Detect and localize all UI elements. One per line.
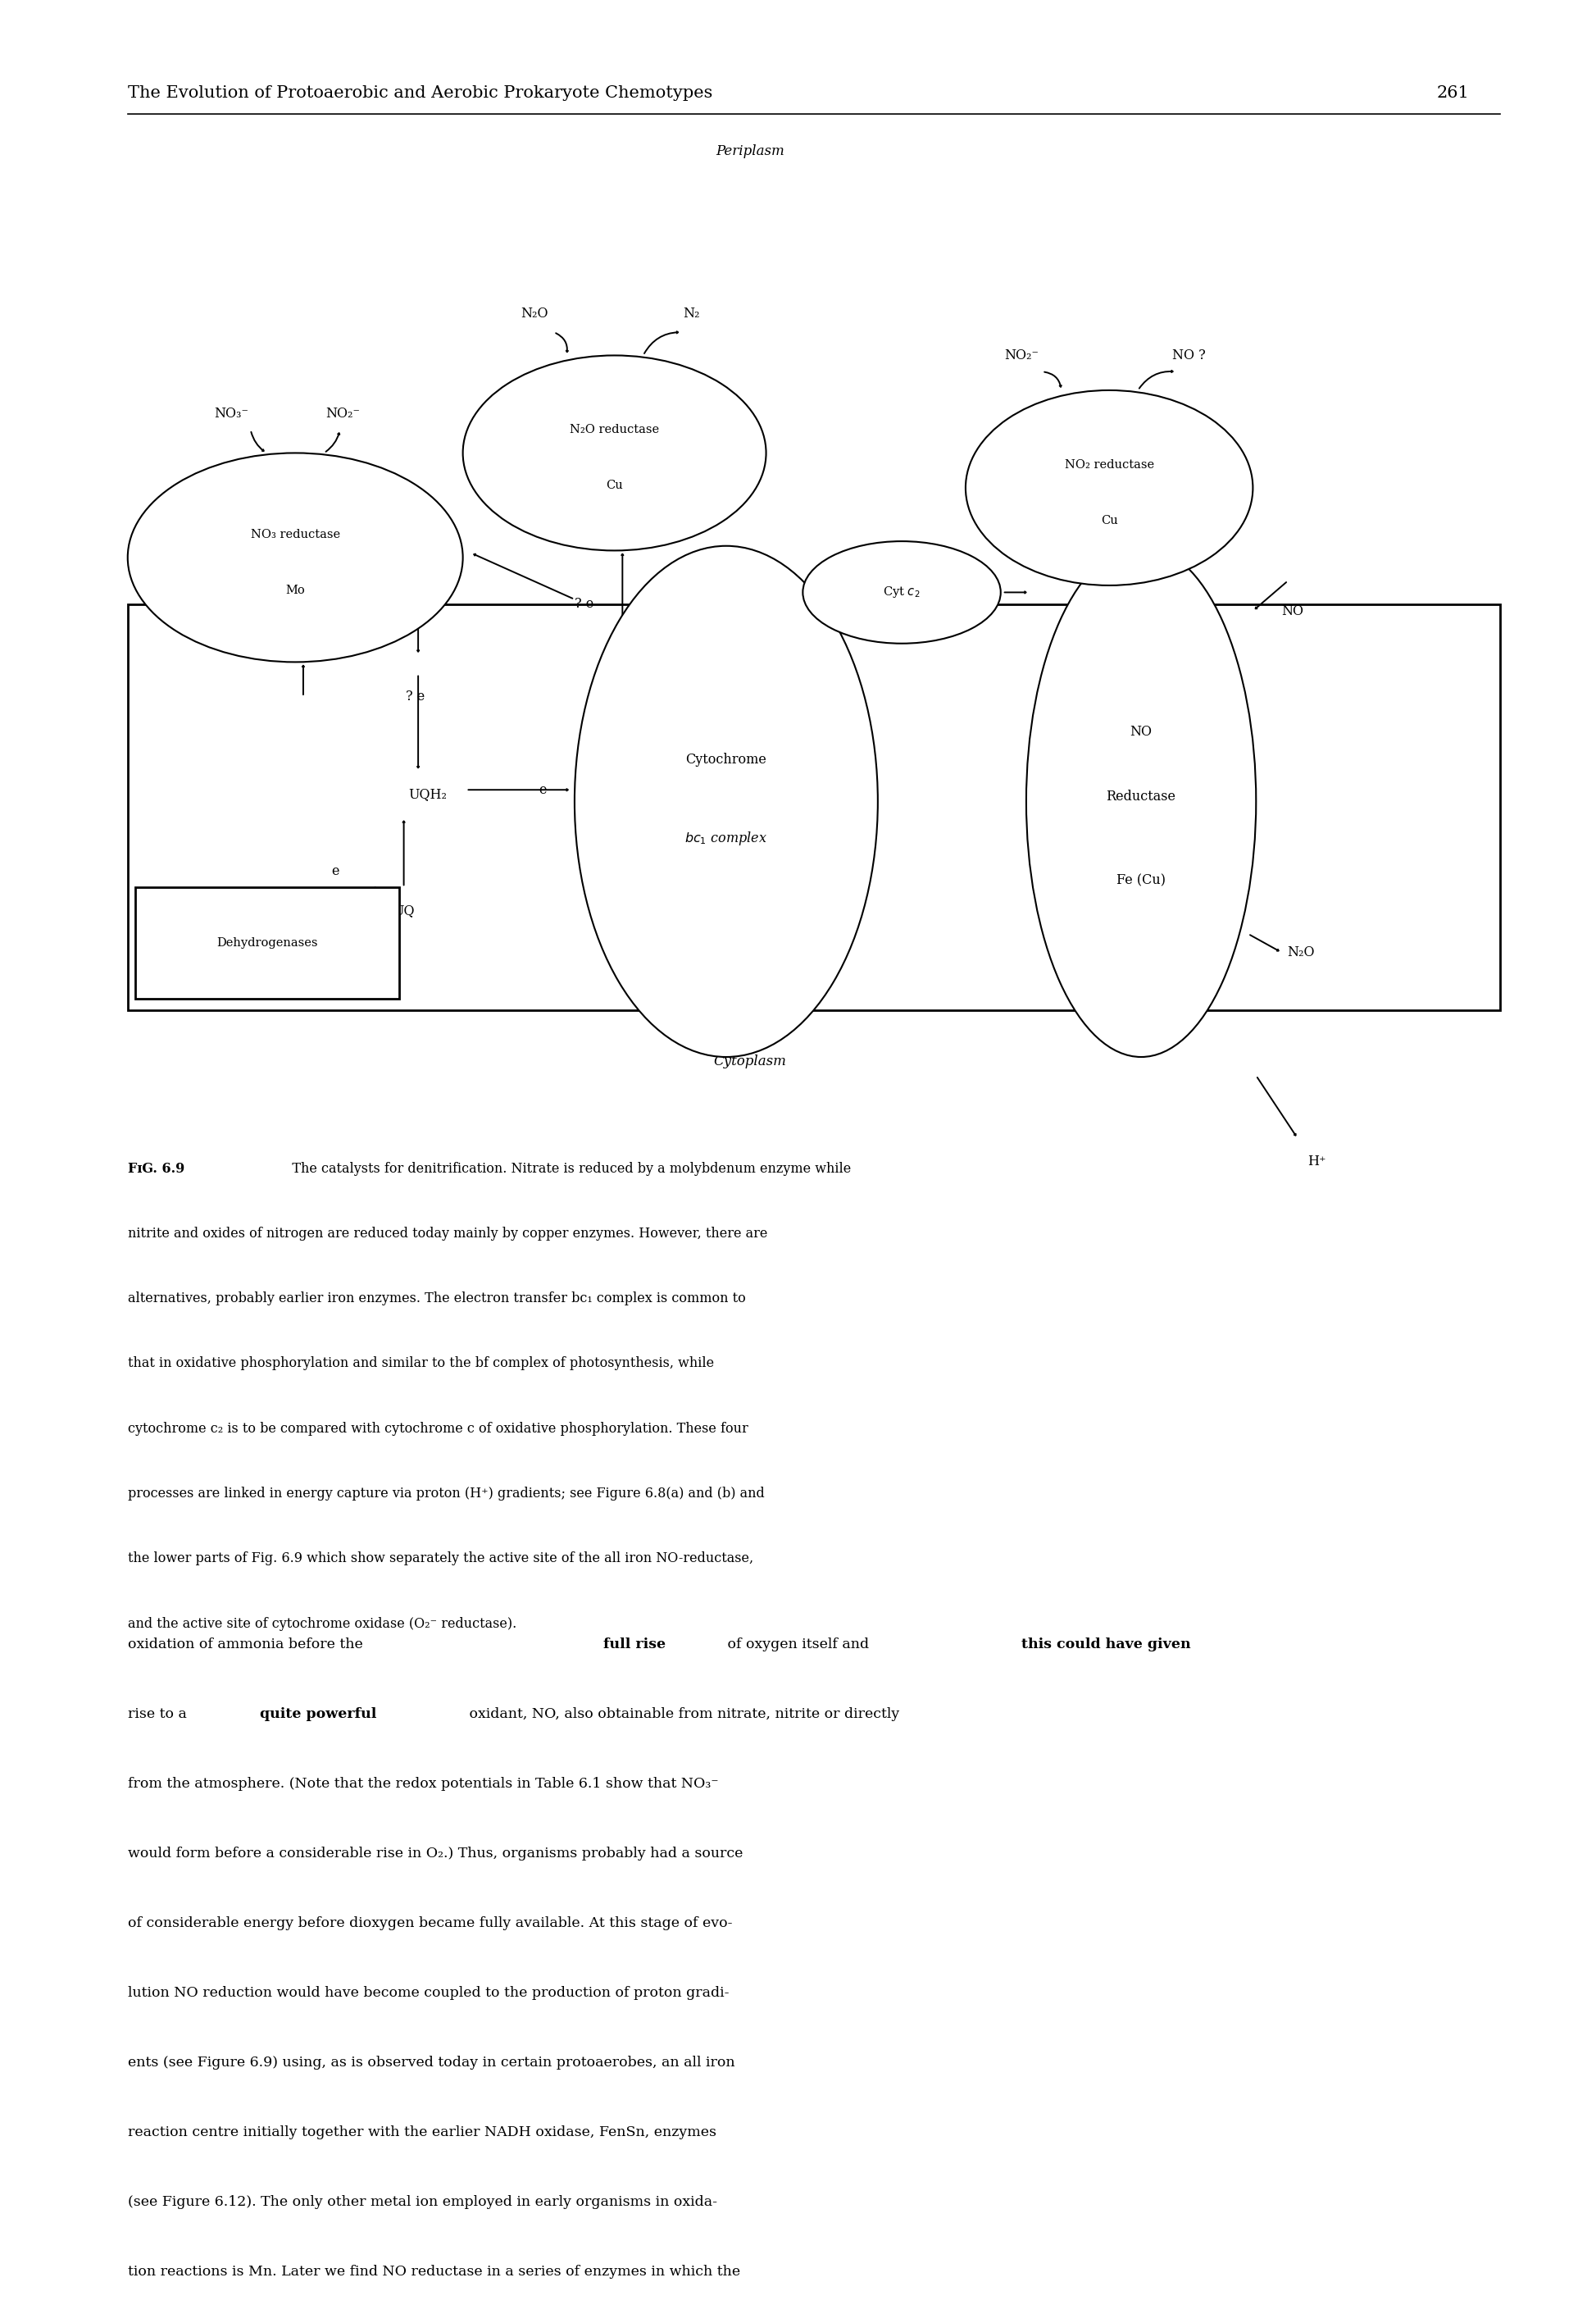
Text: 261: 261 (1436, 86, 1468, 100)
Text: NO₂⁻: NO₂⁻ (1004, 348, 1039, 362)
Bar (128, 604, 1500, 1011)
Text: Cytoplasm: Cytoplasm (713, 1055, 787, 1069)
Text: full rise: full rise (603, 1638, 666, 1652)
Text: cytochrome c₂ is to be compared with cytochrome c of oxidative phosphorylation. : cytochrome c₂ is to be compared with cyt… (128, 1422, 749, 1436)
Text: UQH₂: UQH₂ (409, 787, 447, 801)
Text: e: e (539, 783, 546, 797)
Ellipse shape (966, 390, 1253, 585)
Text: N₂: N₂ (683, 307, 699, 321)
Text: Cyt $c_2$: Cyt $c_2$ (883, 585, 921, 599)
Text: and the active site of cytochrome oxidase (O₂⁻ reductase).: and the active site of cytochrome oxidas… (128, 1617, 517, 1631)
Text: $bc_1$ complex: $bc_1$ complex (685, 829, 768, 848)
Ellipse shape (1026, 546, 1256, 1057)
Text: NO₃ reductase: NO₃ reductase (251, 530, 340, 539)
Text: from the atmosphere. (Note that the redox potentials in Table 6.1 show that NO₃⁻: from the atmosphere. (Note that the redo… (128, 1777, 718, 1791)
Text: quite powerful: quite powerful (260, 1707, 377, 1721)
Text: would form before a considerable rise in O₂.) Thus, organisms probably had a sou: would form before a considerable rise in… (128, 1847, 742, 1861)
Text: H⁺: H⁺ (1307, 1155, 1326, 1168)
Text: that in oxidative phosphorylation and similar to the bf complex of photosynthesi: that in oxidative phosphorylation and si… (128, 1357, 713, 1371)
Text: ? e: ? e (405, 690, 425, 704)
Text: Cu: Cu (606, 481, 622, 490)
Ellipse shape (128, 453, 463, 662)
Text: UQ: UQ (393, 904, 415, 918)
Text: NO: NO (1130, 725, 1152, 739)
Text: nitrite and oxides of nitrogen are reduced today mainly by copper enzymes. Howev: nitrite and oxides of nitrogen are reduc… (128, 1227, 768, 1240)
Text: Fe (Cu): Fe (Cu) (1117, 873, 1165, 887)
Text: NO₃⁻: NO₃⁻ (214, 407, 249, 420)
Text: Dehydrogenases: Dehydrogenases (217, 938, 318, 948)
Text: oxidant, NO, also obtainable from nitrate, nitrite or directly: oxidant, NO, also obtainable from nitrat… (464, 1707, 899, 1721)
Text: this could have given: this could have given (1021, 1638, 1191, 1652)
Text: The Evolution of Protoaerobic and Aerobic Prokaryote Chemotypes: The Evolution of Protoaerobic and Aerobi… (128, 86, 712, 100)
Text: (see Figure 6.12). The only other metal ion employed in early organisms in oxida: (see Figure 6.12). The only other metal … (128, 2195, 717, 2209)
Text: lution NO reduction would have become coupled to the production of proton gradi-: lution NO reduction would have become co… (128, 1986, 729, 2000)
Text: The catalysts for denitrification. Nitrate is reduced by a molybdenum enzyme whi: The catalysts for denitrification. Nitra… (279, 1162, 851, 1175)
Text: Mo: Mo (286, 585, 305, 595)
Text: NO ?: NO ? (1173, 348, 1205, 362)
Text: NO₂⁻: NO₂⁻ (326, 407, 361, 420)
Text: processes are linked in energy capture via proton (H⁺) gradients; see Figure 6.8: processes are linked in energy capture v… (128, 1487, 764, 1501)
Text: tion reactions is Mn. Later we find NO reductase in a series of enzymes in which: tion reactions is Mn. Later we find NO r… (128, 2265, 741, 2279)
Text: Periplasm: Periplasm (715, 144, 785, 158)
Text: e: e (332, 864, 338, 878)
Text: NO: NO (1282, 604, 1304, 618)
Text: ents (see Figure 6.9) using, as is observed today in certain protoaerobes, an al: ents (see Figure 6.9) using, as is obser… (128, 2056, 734, 2070)
Text: NO₂ reductase: NO₂ reductase (1065, 460, 1154, 469)
Text: of oxygen itself and: of oxygen itself and (723, 1638, 873, 1652)
Text: reaction centre initially together with the earlier NADH oxidase, FenSn, enzymes: reaction centre initially together with … (128, 2126, 717, 2139)
Text: Cytochrome: Cytochrome (686, 753, 766, 767)
Text: N₂O: N₂O (520, 307, 549, 321)
Text: FɪG. 6.9: FɪG. 6.9 (128, 1162, 185, 1175)
Bar (136, 887, 399, 999)
Text: of considerable energy before dioxygen became fully available. At this stage of : of considerable energy before dioxygen b… (128, 1916, 733, 1930)
Ellipse shape (575, 546, 878, 1057)
Ellipse shape (463, 355, 766, 551)
Ellipse shape (803, 541, 1001, 643)
Text: Reductase: Reductase (1106, 790, 1176, 804)
Text: the lower parts of Fig. 6.9 which show separately the active site of the all iro: the lower parts of Fig. 6.9 which show s… (128, 1552, 753, 1566)
Text: Cu: Cu (1101, 516, 1117, 525)
Text: N₂O: N₂O (1286, 945, 1315, 959)
Text: alternatives, probably earlier iron enzymes. The electron transfer bc₁ complex i: alternatives, probably earlier iron enzy… (128, 1292, 745, 1306)
Text: e ?: e ? (1025, 530, 1044, 544)
Text: rise to a: rise to a (128, 1707, 192, 1721)
Text: ? e: ? e (575, 597, 594, 611)
Text: N₂O reductase: N₂O reductase (570, 425, 659, 434)
Text: oxidation of ammonia before the: oxidation of ammonia before the (128, 1638, 367, 1652)
